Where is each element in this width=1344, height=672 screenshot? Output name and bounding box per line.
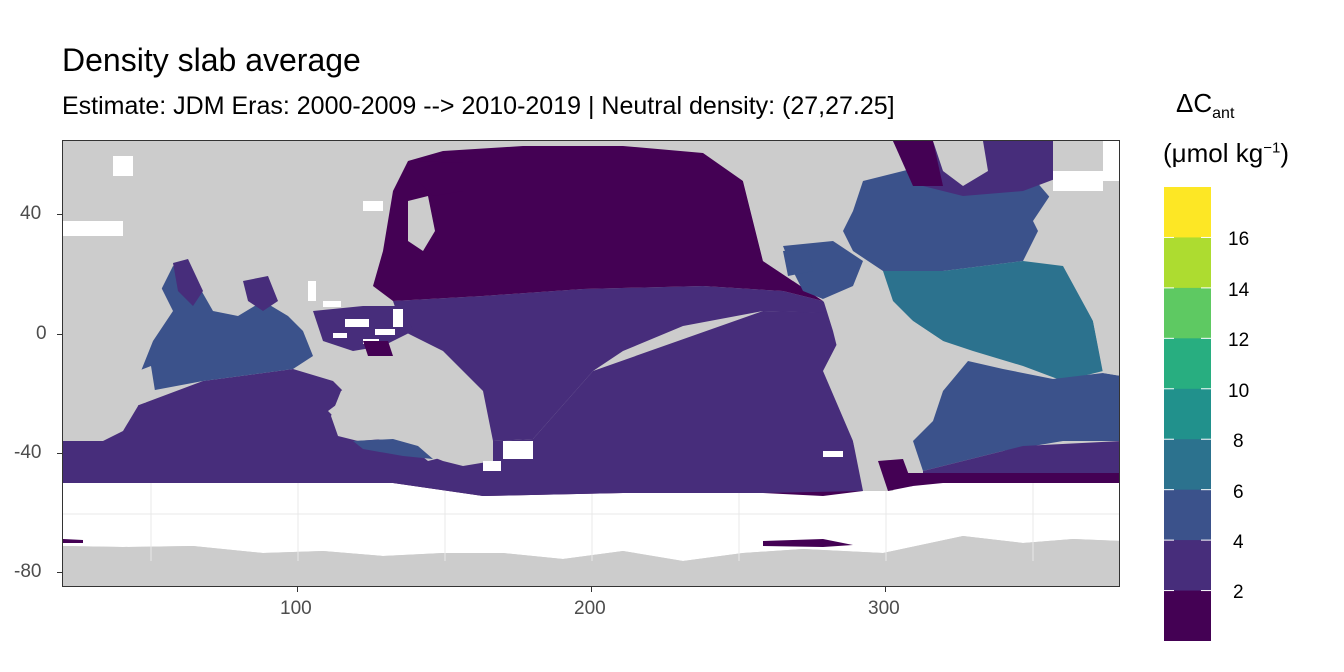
y-tick-label: 40 [20, 203, 42, 224]
south-america-land [823, 291, 968, 491]
legend-unit-open: (μmol kg [1163, 138, 1264, 168]
antarctica [63, 536, 1119, 586]
legend-title-symbol: ΔC [1176, 88, 1213, 118]
pacific-mid [393, 286, 833, 441]
legend-bin [1164, 237, 1211, 289]
legend-bin [1164, 187, 1211, 238]
legend-unit: (μmol kg−1) [1163, 138, 1289, 169]
west-africa-land [1063, 241, 1119, 376]
legend-bin [1164, 338, 1211, 390]
legend-label: 12 [1228, 330, 1250, 351]
africa-land [63, 241, 173, 441]
arabian-sea [173, 259, 203, 306]
australia-shelf [353, 439, 433, 459]
tropical-atlantic [883, 261, 1103, 381]
nodata-patches [63, 141, 1119, 471]
legend-label: 2 [1233, 582, 1244, 603]
antarctic-shelf-sliver [763, 539, 853, 547]
south-atlantic-lower [923, 441, 1119, 473]
page-title: Density slab average [62, 42, 361, 78]
legend-label: 16 [1228, 229, 1250, 250]
y-tick [57, 453, 62, 454]
y-tick-label: 0 [36, 323, 47, 344]
legend-unit-close: ) [1280, 138, 1289, 168]
europe-land [1033, 141, 1119, 251]
x-tick-label: 200 [574, 598, 606, 619]
legend-bin [1164, 590, 1211, 642]
legend-title: ΔCant [1176, 88, 1234, 123]
sea-of-okhotsk [418, 161, 463, 196]
page-subtitle: Estimate: JDM Eras: 2000-2009 --> 2010-2… [62, 92, 895, 120]
legend-colorbar [1164, 187, 1211, 642]
antarctic-shelf-sliver [63, 539, 83, 543]
x-tick-label: 100 [280, 598, 312, 619]
legend-bin [1164, 540, 1211, 592]
legend-label: 8 [1233, 431, 1244, 452]
legend-bin [1164, 388, 1211, 440]
x-tick-label: 300 [868, 598, 900, 619]
gulf-region [783, 249, 813, 276]
legend-label: 10 [1228, 381, 1250, 402]
legend-bin [1164, 489, 1211, 541]
south-atlantic [913, 361, 1119, 471]
japan-land [408, 196, 435, 251]
maritime-dark [363, 341, 393, 356]
map-svg [63, 141, 1119, 586]
argentine-basin [878, 459, 913, 491]
legend-bin [1164, 287, 1211, 339]
india-land [203, 241, 243, 311]
y-tick [57, 214, 62, 215]
legend-unit-exponent: −1 [1263, 139, 1281, 157]
baffin-dark [893, 141, 943, 186]
map-panel [62, 140, 1120, 587]
x-tick [885, 587, 886, 592]
y-tick-label: -80 [14, 561, 42, 582]
asia-land [63, 141, 423, 311]
legend-label: 4 [1233, 532, 1244, 553]
y-tick [57, 572, 62, 573]
north-pacific [373, 146, 823, 301]
maritime-continent [313, 306, 413, 351]
y-tick-label: -40 [14, 442, 42, 463]
legend-colorbar-svg [1164, 187, 1211, 642]
bay-of-bengal [243, 276, 278, 311]
indian-ocean-mid [123, 266, 313, 396]
x-tick [297, 587, 298, 592]
north-america-land [703, 141, 903, 281]
madagascar [137, 366, 155, 403]
legend-label: 14 [1228, 280, 1250, 301]
australia-land [331, 351, 475, 461]
southern-mid-band [63, 311, 863, 496]
legend-bin [1164, 439, 1211, 491]
greenland-land [933, 141, 988, 186]
legend-title-subscript: ant [1212, 105, 1235, 123]
x-tick [591, 587, 592, 592]
southern-nodata-band [63, 481, 1119, 561]
y-tick [57, 334, 62, 335]
legend-label: 6 [1233, 482, 1244, 503]
